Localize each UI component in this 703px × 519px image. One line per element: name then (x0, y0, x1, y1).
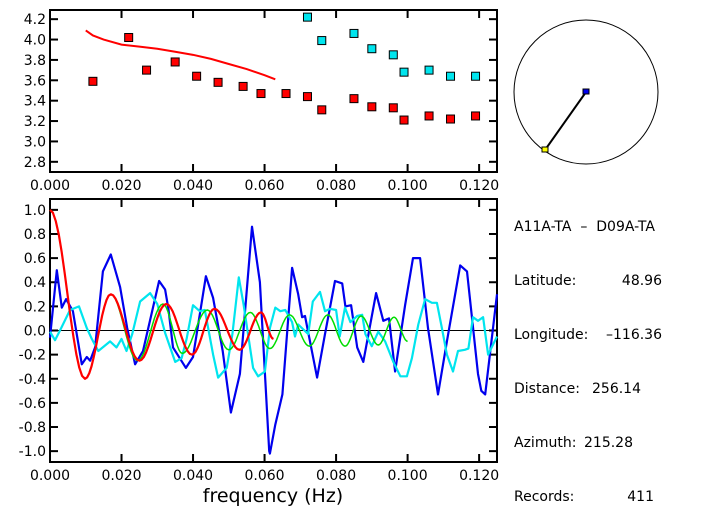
data-point (367, 102, 377, 112)
station-info-panel: A11A-TA – D09A-TA Latitude: 48.96 Longitu… (514, 182, 662, 519)
station-pair: A11A-TA – D09A-TA (514, 219, 655, 235)
data-point (424, 111, 434, 121)
y-tick-label: 4.0 (24, 33, 46, 49)
data-point (317, 36, 327, 46)
x-tick-label: 0.120 (459, 178, 499, 194)
y-tick-label: 0.4 (24, 275, 46, 291)
y-tick-label: 0.8 (24, 227, 46, 243)
data-point (399, 67, 409, 77)
data-point (471, 71, 481, 81)
x-tick-label: 0.020 (101, 178, 141, 194)
y-tick-label: -1.0 (19, 444, 46, 460)
y-tick-label: 3.4 (24, 94, 46, 110)
data-point (388, 103, 398, 113)
data-point (192, 71, 202, 81)
data-point (302, 12, 312, 22)
series-line (48, 225, 499, 455)
data-point (170, 57, 180, 67)
x-tick-label: 0.000 (30, 178, 70, 194)
y-tick-label: -0.4 (19, 372, 46, 388)
data-point (142, 65, 152, 75)
info-value: 256.14 (592, 381, 641, 397)
info-row: Latitude: 48.96 (514, 272, 662, 290)
station-map (513, 19, 659, 165)
data-point (446, 71, 456, 81)
data-point (446, 114, 456, 124)
data-point (124, 33, 134, 43)
data-point (302, 92, 312, 102)
y-tick-label: 3.2 (24, 114, 46, 130)
data-point (317, 105, 327, 115)
y-tick-label: -0.8 (19, 420, 46, 436)
info-row: Longitude: –116.36 (514, 326, 662, 344)
data-point (471, 111, 481, 121)
data-point (424, 65, 434, 75)
data-point (388, 50, 398, 60)
info-row: Records: 411 (514, 488, 662, 506)
x-axis-label: frequency (Hz) (203, 485, 343, 507)
x-tick-label: 0.100 (388, 178, 428, 194)
y-tick-label: 0.2 (24, 299, 46, 315)
y-tick-label: -0.6 (19, 396, 46, 412)
x-tick-label: 0.060 (245, 178, 285, 194)
map-circle (513, 19, 659, 165)
velocity-plot: 0.000 0.020 0.040 0.060 0.080 0.100 0.120 2.8 3.… (24, 9, 499, 194)
y-tick-label: 1.0 (24, 203, 46, 219)
x-tick-label: 0.120 (459, 468, 499, 484)
info-value: –116.36 (606, 327, 662, 343)
y-tick-label: 3.0 (24, 134, 46, 150)
info-row: Distance: 256.14 (514, 380, 662, 398)
path-line (544, 91, 587, 151)
x-tick-label: 0.040 (173, 178, 213, 194)
y-tick-label: 0.0 (24, 324, 46, 340)
y-tick-label: 3.8 (24, 53, 46, 69)
x-tick-label: 0.000 (30, 468, 70, 484)
data-point (367, 44, 377, 54)
info-label: Records: (514, 489, 575, 505)
x-tick-label: 0.040 (173, 468, 213, 484)
data-point (349, 28, 359, 38)
x-tick-label: 0.100 (388, 468, 428, 484)
plot-frame (49, 9, 498, 173)
model-curve (85, 29, 276, 81)
x-tick-label: 0.080 (316, 178, 356, 194)
x-tick-label: 0.020 (101, 468, 141, 484)
series-line (49, 276, 498, 379)
y-tick-label: -0.2 (19, 348, 46, 364)
x-tick-label: 0.060 (245, 468, 285, 484)
info-label: Longitude: (514, 327, 589, 343)
y-tick-label: 0.6 (24, 251, 46, 267)
series-line (49, 209, 408, 380)
data-point (281, 89, 291, 99)
y-tick-label: 2.8 (24, 155, 46, 171)
info-value: 411 (627, 489, 654, 505)
info-label: Azimuth: (514, 435, 577, 451)
correlation-plot: 0.000 0.020 0.040 0.060 0.080 0.100 0.120 -1.0 -… (19, 198, 499, 507)
y-tick-label: 3.6 (24, 73, 46, 89)
series-line (49, 209, 274, 380)
data-point (399, 115, 409, 125)
station-b-marker (541, 146, 549, 153)
station-a-marker (582, 88, 590, 95)
data-point (256, 89, 266, 99)
y-tick-label: 4.2 (24, 12, 46, 28)
info-label: Distance: (514, 381, 580, 397)
info-label: Latitude: (514, 273, 577, 289)
info-value: 215.28 (584, 435, 633, 451)
info-row: Azimuth: 215.28 (514, 434, 662, 452)
x-tick-label: 0.080 (316, 468, 356, 484)
data-point (213, 77, 223, 87)
data-point (88, 76, 98, 86)
data-point (349, 94, 359, 104)
data-point (238, 81, 248, 91)
info-value: 48.96 (621, 273, 662, 289)
